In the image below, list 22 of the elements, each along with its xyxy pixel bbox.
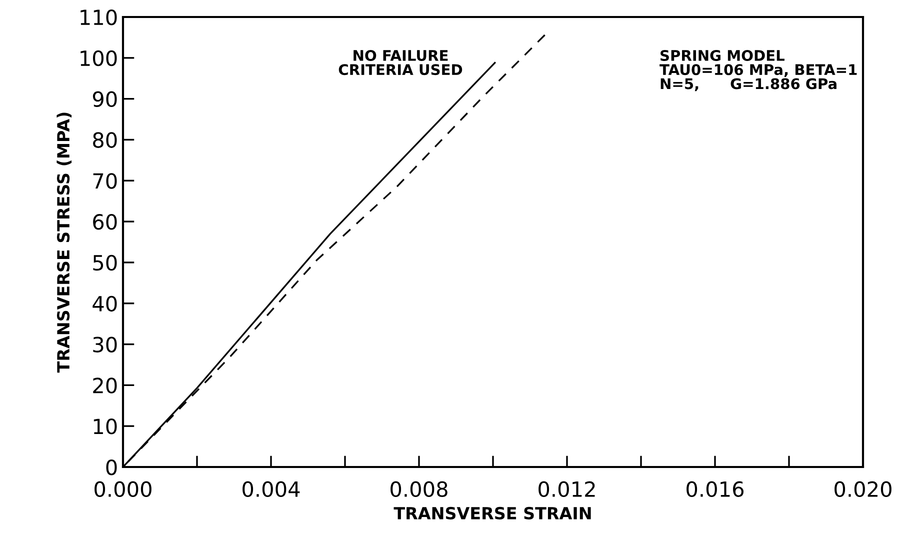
x-tick-label: 0.020 bbox=[834, 481, 892, 498]
y-tick-label: 90 bbox=[92, 91, 117, 108]
y-tick-label: 110 bbox=[80, 9, 117, 26]
x-tick-label: 0.000 bbox=[94, 481, 152, 498]
y-tick-label: 100 bbox=[80, 50, 117, 66]
x-tick-label: 0.012 bbox=[538, 481, 595, 498]
x-tick-label: 0.016 bbox=[686, 481, 744, 498]
x-tick-label: 0.004 bbox=[242, 481, 300, 498]
y-axis-title: TRANSVERSE STRESS (MPA) bbox=[56, 112, 72, 373]
x-axis-title: TRANSVERSE STRAIN bbox=[394, 506, 591, 520]
y-tick-label: 10 bbox=[94, 418, 117, 434]
y-tick-label: 0 bbox=[106, 459, 117, 476]
y-tick-label: 20 bbox=[93, 378, 117, 394]
y-tick-label: 40 bbox=[92, 296, 117, 312]
annotation: SPRING MODEL TAU0=106 MPa, BETA=1 N=5, G=1.886 GPa bbox=[660, 50, 857, 92]
y-tick-label: 50 bbox=[93, 254, 117, 271]
annotation: NO FAILURE CRITERIA USED bbox=[338, 50, 462, 76]
y-tick-label: 80 bbox=[93, 132, 117, 148]
y-tick-label: 60 bbox=[93, 214, 117, 230]
x-tick-label: 0.008 bbox=[390, 481, 448, 498]
y-tick-label: 70 bbox=[93, 173, 117, 189]
y-tick-label: 30 bbox=[93, 336, 117, 352]
